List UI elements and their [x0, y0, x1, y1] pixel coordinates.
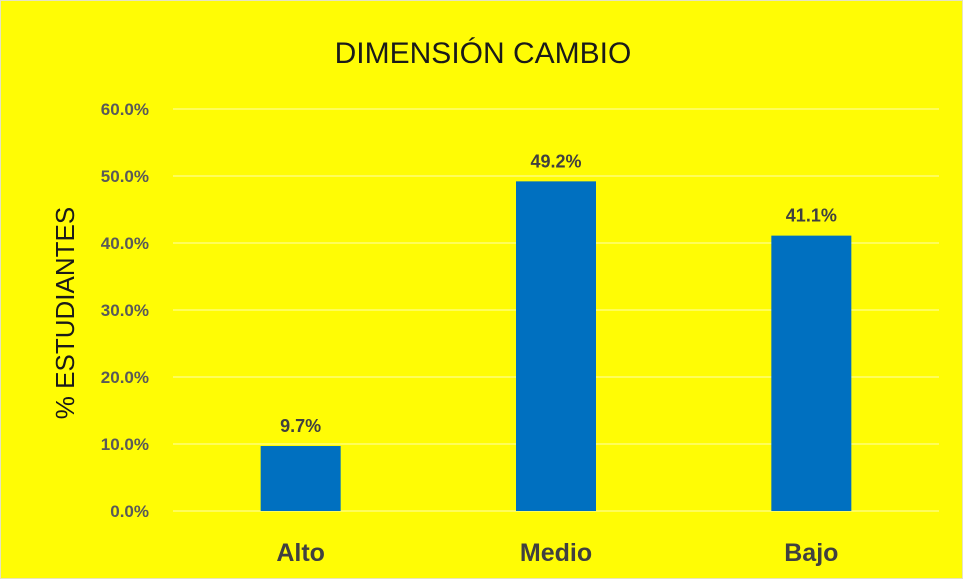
data-label: 9.7% [280, 416, 321, 436]
bars [260, 181, 852, 512]
x-category-label: Alto [276, 539, 325, 567]
y-axis-ticks: 0.0% 10.0% 20.0% 30.0% 40.0% 50.0% 60.0% [101, 100, 149, 521]
y-tick-label: 30.0% [101, 301, 149, 320]
y-tick-label: 0.0% [110, 502, 149, 521]
bar-medio [516, 181, 596, 512]
bar-alto [260, 446, 341, 511]
y-tick-label: 50.0% [101, 167, 149, 186]
x-axis-categories: Alto Medio Bajo [276, 539, 838, 567]
x-category-label: Bajo [784, 539, 838, 567]
data-label: 41.1% [786, 206, 837, 226]
y-tick-label: 60.0% [101, 100, 149, 119]
x-category-label: Medio [520, 539, 592, 567]
data-label: 49.2% [530, 151, 581, 171]
bar-bajo [771, 235, 852, 511]
y-tick-label: 20.0% [101, 368, 149, 387]
chart-title: DIMENSIÓN CAMBIO [335, 37, 632, 70]
y-tick-label: 10.0% [101, 435, 149, 454]
data-labels: 9.7% 49.2% 41.1% [280, 151, 837, 436]
y-tick-label: 40.0% [101, 234, 149, 253]
y-axis-label: % ESTUDIANTES [50, 207, 80, 419]
